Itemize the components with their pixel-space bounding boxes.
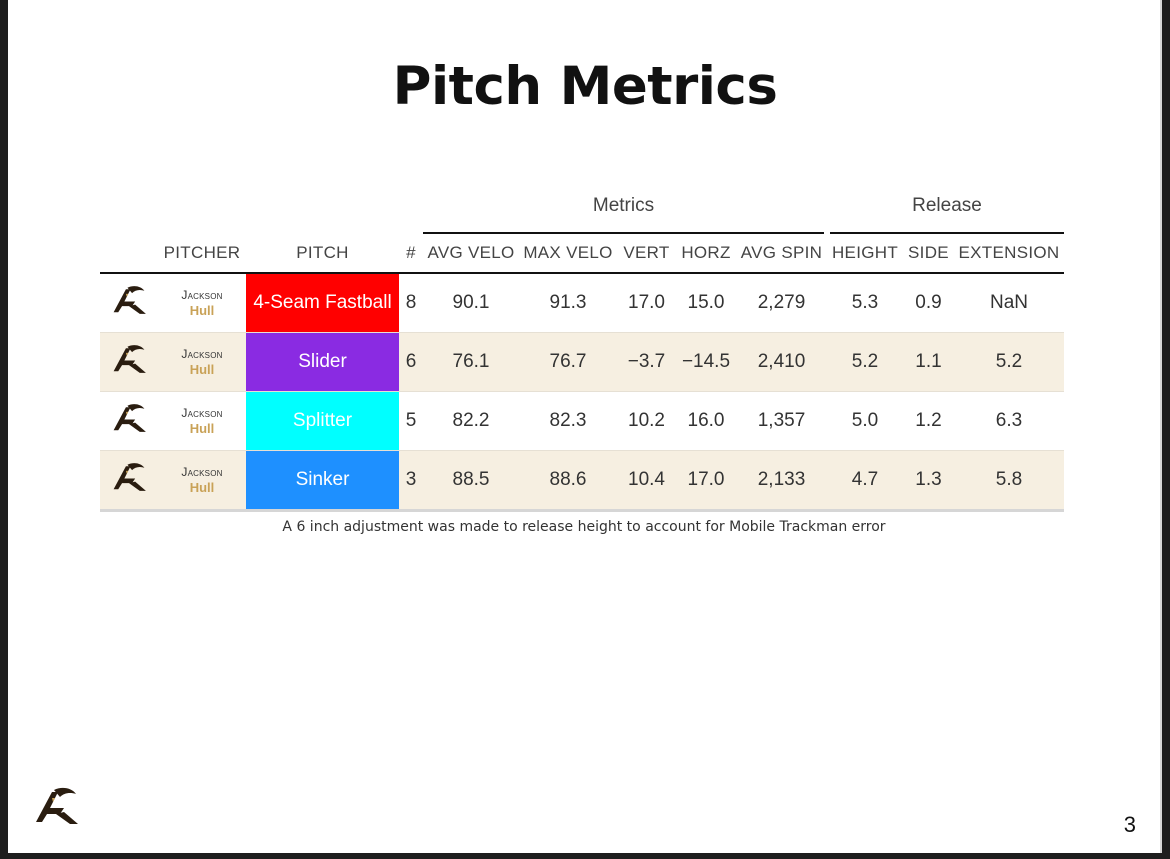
table-row: Jackson Hull Splitter 5 82.2 82.3 10.2 16.0 1,35… [100, 391, 1064, 451]
vert-cell: −3.7 [617, 332, 676, 392]
pitch-column-header: PITCH [246, 233, 399, 274]
slide-frame-shadow [1160, 0, 1162, 859]
count-cell: 6 [399, 332, 423, 392]
avg-velo-cell: 82.2 [423, 391, 519, 451]
extension-column-header: EXTENSION [954, 233, 1064, 274]
extension-cell: 6.3 [954, 391, 1064, 451]
avg-spin-cell: 2,410 [736, 332, 827, 392]
extension-cell: 5.8 [954, 450, 1064, 512]
horz-cell: −14.5 [676, 332, 736, 392]
side-cell: 1.3 [903, 450, 954, 512]
horz-column-header: HORZ [676, 233, 736, 274]
extension-cell: 5.2 [954, 332, 1064, 392]
pitcher-column-header: PITCHER [158, 233, 246, 274]
count-cell: 3 [399, 450, 423, 512]
max-velo-cell: 91.3 [519, 273, 617, 333]
release-group-header: Release [824, 180, 1064, 234]
team-logo-icon [100, 273, 158, 333]
pitcher-first-name: Jackson [181, 465, 223, 479]
slide-frame-right [1162, 0, 1170, 859]
pitch-type-cell: 4-Seam Fastball [246, 273, 399, 333]
pitcher-first-name: Jackson [181, 406, 223, 420]
pitcher-cell: Jackson Hull [158, 332, 246, 392]
metrics-group-header: Metrics [423, 180, 827, 234]
avg-spin-cell: 2,133 [736, 450, 827, 512]
side-cell: 1.1 [903, 332, 954, 392]
table-row: Jackson Hull 4-Seam Fastball 8 90.1 91.3 17.0 1… [100, 273, 1064, 333]
team-logo-icon [100, 332, 158, 392]
side-cell: 0.9 [903, 273, 954, 333]
pitcher-last-name: Hull [189, 480, 215, 495]
pitcher-first-name: Jackson [181, 347, 223, 361]
max-velo-cell: 88.6 [519, 450, 617, 512]
page-number: 3 [1123, 812, 1136, 837]
footnote: A 6 inch adjustment was made to release … [282, 519, 886, 535]
max-velo-cell: 76.7 [519, 332, 617, 392]
count-cell: 8 [399, 273, 423, 333]
extension-cell: NaN [954, 273, 1064, 333]
count-column-header: # [399, 233, 423, 274]
team-logo-icon [30, 784, 82, 833]
logo-column-header [100, 233, 158, 274]
pitch-type-cell: Slider [246, 332, 399, 392]
height-cell: 5.0 [827, 391, 903, 451]
slide-frame-bottom [0, 853, 1170, 859]
horz-cell: 16.0 [676, 391, 736, 451]
height-cell: 5.2 [827, 332, 903, 392]
pitcher-cell: Jackson Hull [158, 450, 246, 512]
avg-spin-cell: 2,279 [736, 273, 827, 333]
max-velo-cell: 82.3 [519, 391, 617, 451]
height-cell: 4.7 [827, 450, 903, 512]
avg-velo-cell: 90.1 [423, 273, 519, 333]
side-cell: 1.2 [903, 391, 954, 451]
pitcher-last-name: Hull [189, 421, 215, 436]
team-logo-icon [100, 450, 158, 512]
horz-cell: 17.0 [676, 450, 736, 512]
vert-cell: 17.0 [617, 273, 676, 333]
horz-cell: 15.0 [676, 273, 736, 333]
pitcher-cell: Jackson Hull [158, 273, 246, 333]
avg-velo-cell: 76.1 [423, 332, 519, 392]
avg-spin-cell: 1,357 [736, 391, 827, 451]
pitch-type-cell: Splitter [246, 391, 399, 451]
pitcher-first-name: Jackson [181, 288, 223, 302]
avg-velo-cell: 88.5 [423, 450, 519, 512]
vert-cell: 10.4 [617, 450, 676, 512]
group-header-row: Metrics Release [100, 180, 1064, 234]
pitcher-cell: Jackson Hull [158, 391, 246, 451]
pitch-type-cell: Sinker [246, 450, 399, 512]
avg-velo-column-header: AVG VELO [423, 233, 519, 274]
pitcher-last-name: Hull [189, 303, 215, 318]
max-velo-column-header: MAX VELO [519, 233, 617, 274]
pitch-metrics-table: Metrics Release PITCHER PITCH # AVG VELO… [100, 180, 1064, 512]
table-row: Jackson Hull Sinker 3 88.5 88.6 10.4 17.0 2,133 4… [100, 450, 1064, 512]
side-column-header: SIDE [903, 233, 954, 274]
height-column-header: HEIGHT [827, 233, 903, 274]
pitcher-last-name: Hull [189, 362, 215, 377]
team-logo-icon [100, 391, 158, 451]
avg-spin-column-header: AVG SPIN [736, 233, 827, 274]
count-cell: 5 [399, 391, 423, 451]
height-cell: 5.3 [827, 273, 903, 333]
column-header-row: PITCHER PITCH # AVG VELO MAX VELO VERT H… [100, 233, 1064, 274]
slide-title: Pitch Metrics [392, 56, 778, 117]
vert-column-header: VERT [617, 233, 676, 274]
slide-frame-left [0, 0, 8, 859]
vert-cell: 10.2 [617, 391, 676, 451]
table-row: Jackson Hull Slider 6 76.1 76.7 −3.7 −14.5 2,410… [100, 332, 1064, 392]
